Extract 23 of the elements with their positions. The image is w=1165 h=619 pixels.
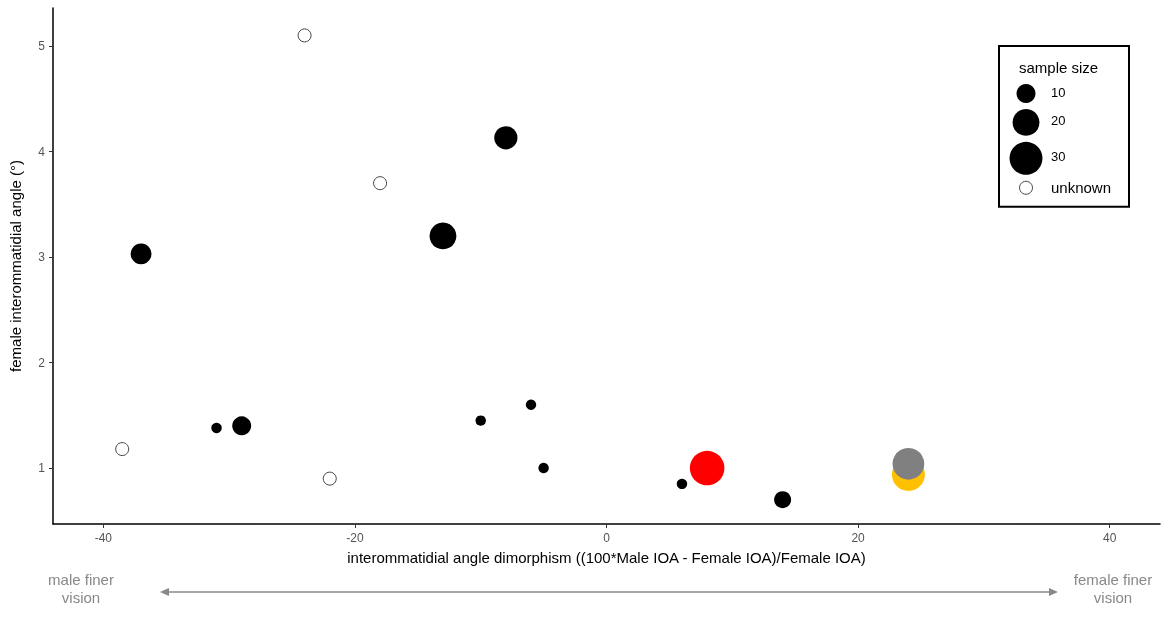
point: [373, 176, 388, 191]
x-tick-label: 0: [603, 531, 611, 545]
y-tick-label: 4: [38, 144, 46, 159]
x-axis-title: interommatidial angle dimorphism ((100*Male IOA - Female IOA)/Female IOA): [347, 549, 866, 566]
legend-label: unknown: [1051, 178, 1112, 196]
y-axis-title: female interommatidial angle (°): [7, 160, 24, 372]
x-tick-label: 40: [1103, 531, 1117, 545]
text: male finer vision: [47, 571, 115, 607]
point: [297, 28, 312, 43]
legend-label: 30: [1051, 149, 1066, 165]
y-tick-label: 3: [38, 250, 46, 265]
x-tick-label: -40: [94, 531, 113, 545]
x-tick-label: -20: [346, 531, 364, 545]
legend-label: 20: [1051, 113, 1066, 129]
x-tick-label: 20: [851, 531, 866, 545]
y-tick-label: 2: [38, 355, 46, 370]
legend-label: 10: [1051, 84, 1066, 100]
y-tick-label: 1: [38, 461, 46, 476]
point: [322, 471, 337, 486]
point: [115, 442, 130, 457]
legend-title: sample size: [1019, 59, 1099, 76]
y-tick-label: 5: [38, 38, 46, 53]
text: female finer vision: [1072, 571, 1154, 607]
